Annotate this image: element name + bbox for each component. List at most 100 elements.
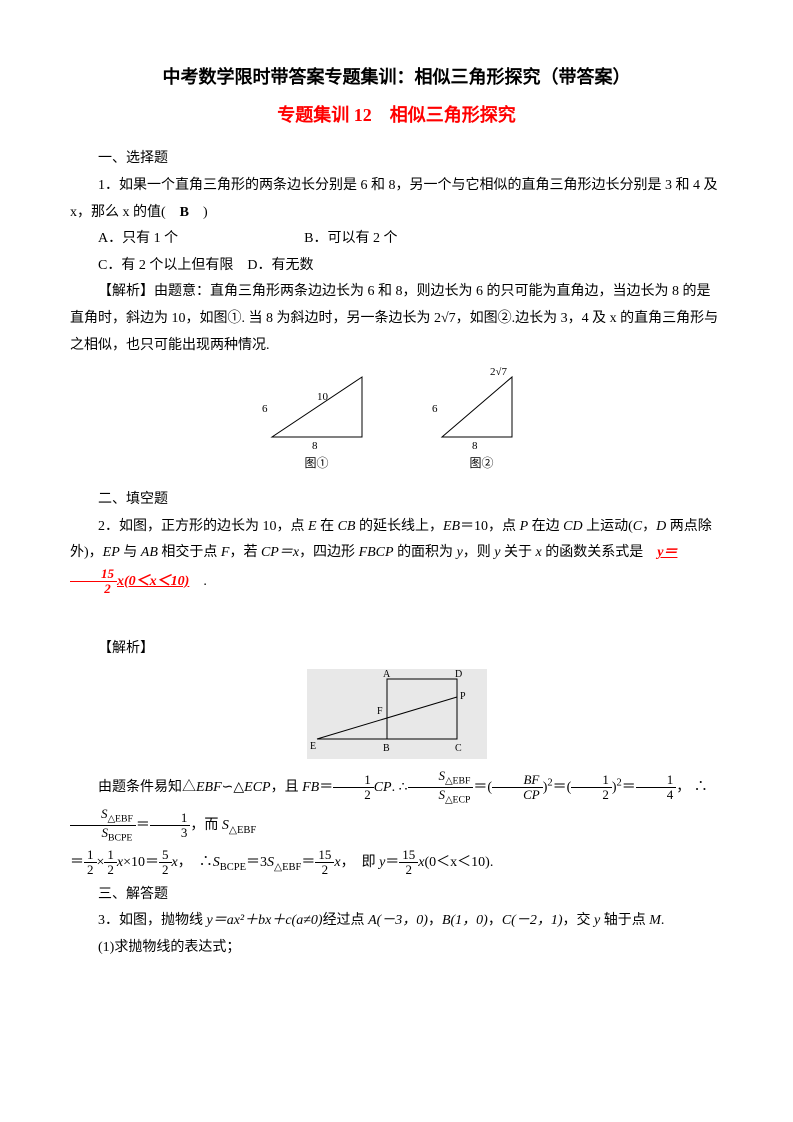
square-ep-svg: A D E B C P F	[307, 669, 487, 759]
t: ，交	[563, 913, 595, 928]
q2-expl-label: 【解析】	[70, 636, 723, 663]
n: 15	[315, 848, 334, 863]
q1-paren: )	[203, 205, 208, 220]
t: 由题条件易知△	[98, 780, 196, 795]
t: ＝	[301, 855, 315, 870]
fig1-right-c: 2√7	[490, 367, 508, 378]
n: 1	[150, 811, 191, 826]
t: ×	[97, 855, 105, 870]
n: 15	[399, 848, 418, 863]
t: EB	[443, 519, 460, 534]
t: △EBF	[229, 824, 256, 835]
d: 4	[636, 788, 677, 802]
d: SBCPE	[70, 826, 136, 844]
t: B(1，0)	[442, 913, 488, 928]
t: FB	[302, 780, 319, 795]
frac-15-2c: 152	[399, 848, 418, 878]
frac-BF-CP: BFCP	[492, 773, 543, 803]
n: 1	[84, 848, 97, 863]
q1-opt-c: C．有 2 个以上但有限	[98, 258, 233, 273]
q1-answer: B	[166, 205, 203, 220]
t: ECP	[244, 780, 270, 795]
t: E	[308, 519, 317, 534]
t: FBCP	[359, 545, 394, 560]
n: 5	[159, 848, 172, 863]
t: ＝	[136, 818, 150, 833]
t: y＝ax²＋bx＋c(a≠0)	[207, 913, 323, 928]
t: △ECP	[445, 795, 470, 806]
frac-15-2: 152	[70, 567, 117, 597]
t: ，	[676, 780, 690, 795]
t: ＝3	[246, 855, 267, 870]
t: 经过点	[323, 913, 369, 928]
q1-opt-b: B．可以有 2 个	[304, 231, 397, 246]
q2-figure: A D E B C P F	[70, 669, 723, 759]
t: ×10＝	[123, 855, 159, 870]
q2-expl-line1: 由题条件易知△EBF∽△ECP，且 FB＝12CP. ∴S△EBFS△ECP＝(…	[70, 769, 723, 844]
t: S	[267, 855, 274, 870]
fig1-left-caption: 图①	[262, 452, 372, 475]
t: D	[656, 519, 666, 534]
t: △EBF	[445, 775, 470, 786]
frac-1-3: 13	[150, 811, 191, 841]
t: CP＝x	[261, 545, 299, 560]
q1-opt-a: A．只有 1 个	[98, 231, 178, 246]
triangle-1-svg: 6 8 10	[262, 367, 372, 452]
frac-1-2b: 12	[571, 773, 612, 803]
t: 与	[120, 545, 141, 560]
fig1-left-a: 6	[262, 403, 268, 415]
n: 1	[571, 773, 612, 788]
lblB: B	[383, 743, 390, 754]
t: CD	[563, 519, 582, 534]
t: ，四边形	[299, 545, 359, 560]
expl-label: 【解析】	[98, 284, 154, 299]
n: 1	[636, 773, 677, 788]
t: C	[633, 519, 642, 534]
t: 的延长线上，	[355, 519, 443, 534]
q3-stem: 3．如图，抛物线 y＝ax²＋bx＋c(a≠0)经过点 A(－3，0)，B(1，…	[70, 908, 723, 935]
q1-expl-text: 由题意：直角三角形两条边边长为 6 和 8，则边长为 6 的只可能为直角边，当边…	[70, 284, 718, 352]
n: 15	[70, 567, 117, 582]
t: C(－2，1)	[502, 913, 563, 928]
t: M	[649, 913, 661, 928]
t: AB	[141, 545, 158, 560]
q3-sub1: (1)求抛物线的表达式；	[70, 935, 723, 962]
t: EBF	[196, 780, 222, 795]
t: ＝10，点	[460, 519, 520, 534]
frac-1-4: 14	[636, 773, 677, 803]
lblD: D	[455, 669, 462, 680]
q1-stem: 1．如果一个直角三角形的两条边长分别是 6 和 8，另一个与它相似的直角三角形边…	[70, 173, 723, 226]
n: 1	[333, 773, 374, 788]
t: △EBF	[274, 862, 301, 873]
t: 上运动(	[583, 519, 633, 534]
t: ，	[642, 519, 656, 534]
n: S△EBF	[70, 807, 136, 826]
t: △EBF	[108, 813, 133, 824]
t: (0＜x＜10).	[425, 855, 494, 870]
fig1-right-caption: 图②	[432, 452, 532, 475]
t: x(0＜x＜10)	[117, 574, 189, 589]
d: 2	[159, 863, 172, 877]
frac-S-ratio: S△EBFS△ECP	[408, 769, 474, 807]
t: CP	[374, 780, 392, 795]
t: 的函数关系式是	[542, 545, 658, 560]
t: S	[213, 855, 220, 870]
n: S△EBF	[408, 769, 474, 788]
q1-fig-right: 6 8 2√7 图②	[432, 367, 532, 475]
d: 2	[315, 863, 334, 877]
t: ，且	[271, 780, 303, 795]
t: BCPE	[108, 832, 132, 843]
t: ，	[488, 913, 502, 928]
d: S△ECP	[408, 788, 474, 806]
d: 2	[571, 788, 612, 802]
t: ， 即	[341, 855, 380, 870]
lblF: F	[377, 706, 383, 717]
lblE: E	[310, 741, 316, 752]
t: .	[189, 574, 207, 589]
t: ，而	[190, 818, 222, 833]
t: 3．如图，抛物线	[98, 913, 207, 928]
frac-1-2c: 12	[84, 848, 97, 878]
t: 相交于点	[158, 545, 221, 560]
t: S	[222, 818, 229, 833]
fig1-left-c: 10	[317, 391, 329, 403]
